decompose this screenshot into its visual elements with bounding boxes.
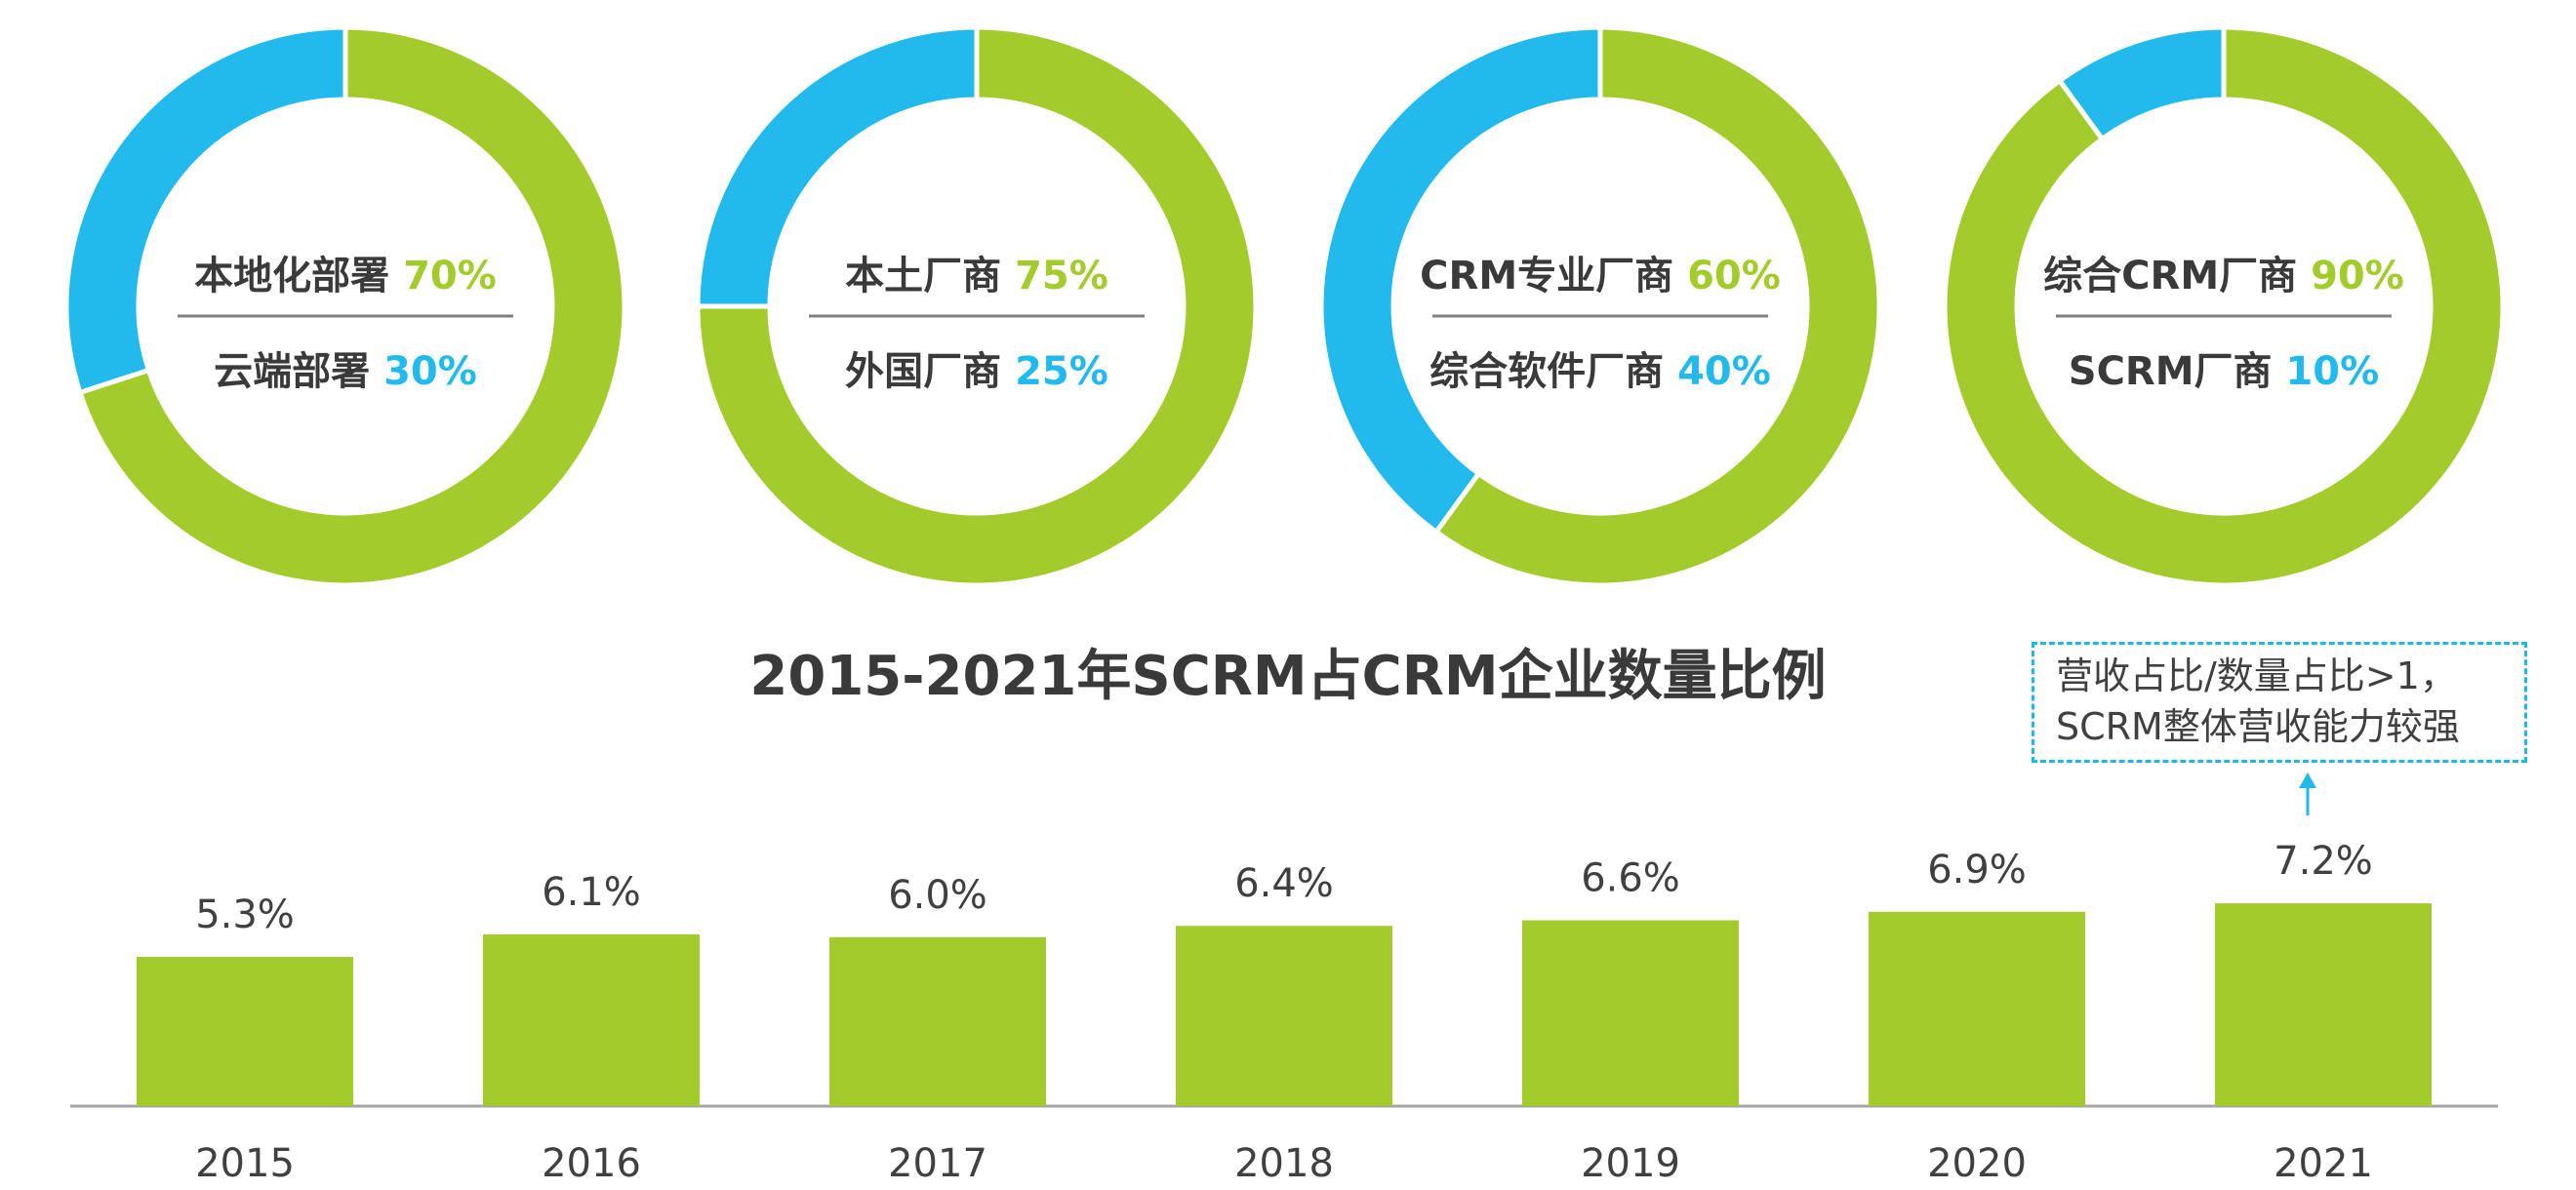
- donut-label-primary: CRM专业厂商 60%: [1420, 254, 1781, 298]
- donut-label-name: 综合软件厂商: [1429, 349, 1677, 394]
- bar-value-label: 6.9%: [1927, 848, 2027, 892]
- donut-label-primary: 本地化部署 70%: [194, 254, 497, 298]
- donut-chart: 综合CRM厂商 90% SCRM厂商 10%: [1942, 24, 2506, 588]
- annotation-line: SCRM整体营收能力较强: [2056, 705, 2460, 748]
- donut-label-value: 10%: [2285, 349, 2379, 394]
- bar-value-label: 6.4%: [1234, 861, 1334, 906]
- annotation-callout: 营收占比/数量占比>1， SCRM整体营收能力较强: [2032, 642, 2527, 763]
- bar-value-label: 6.0%: [888, 873, 987, 918]
- donut-label-value: 70%: [403, 254, 497, 298]
- donut-label-secondary: 云端部署 30%: [214, 349, 477, 394]
- donut-label-name: 外国厂商: [845, 349, 1015, 394]
- donut-label-value: 40%: [1677, 349, 1771, 394]
- donut-slice-blue: [2056, 24, 2227, 142]
- donut-label-name: 本地化部署: [194, 254, 403, 298]
- donut-label-primary: 本土厂商 75%: [845, 254, 1108, 298]
- donut-slice-blue: [695, 24, 980, 309]
- bar: [483, 933, 700, 1106]
- bar: [1522, 920, 1739, 1106]
- donut-label-value: 25%: [1015, 349, 1108, 394]
- donut-label-secondary: 综合软件厂商 40%: [1429, 349, 1771, 394]
- bar-value-label: 6.1%: [542, 870, 641, 915]
- x-tick-label: 2017: [888, 1141, 987, 1186]
- donut-chart: 本地化部署 70% 云端部署 30%: [63, 24, 627, 588]
- donut-slice-green: [76, 24, 627, 588]
- donut-label-value: 90%: [2311, 254, 2404, 298]
- bar-chart: 5.3% 2015 6.1% 2016 6.0% 2017 6.4% 2018 6.6% 2019…: [70, 839, 2498, 1186]
- x-tick-label: 2020: [1927, 1141, 2027, 1186]
- bar: [2215, 903, 2432, 1106]
- x-tick-label: 2021: [2274, 1141, 2373, 1186]
- bar-value-label: 5.3%: [195, 892, 295, 937]
- donut-slice-blue: [63, 24, 348, 396]
- donut-slice-green: [695, 24, 1259, 588]
- bar: [1869, 911, 2085, 1106]
- x-tick-label: 2016: [542, 1141, 641, 1186]
- donut-label-name: 云端部署: [214, 349, 383, 394]
- donut-label-value: 60%: [1687, 254, 1781, 298]
- donut-slice-blue: [1318, 24, 1603, 536]
- annotation-line: 营收占比/数量占比>1，: [2056, 654, 2457, 697]
- donut-label-value: 30%: [383, 349, 477, 394]
- donut-label-value: 75%: [1015, 254, 1108, 298]
- bar: [829, 936, 1046, 1106]
- donut-slice-green: [1432, 24, 1882, 588]
- donut-label-name: SCRM厂商: [2069, 349, 2286, 394]
- bar: [137, 957, 353, 1106]
- donut-chart: 本土厂商 75% 外国厂商 25%: [695, 24, 1259, 588]
- bar-chart-title: 2015-2021年SCRM占CRM企业数量比例: [749, 645, 1826, 708]
- donut-label-secondary: 外国厂商 25%: [845, 349, 1108, 394]
- donut-label-name: 本土厂商: [845, 254, 1015, 298]
- bar: [1176, 926, 1392, 1106]
- donut-slice-green: [1942, 24, 2506, 588]
- donut-label-primary: 综合CRM厂商 90%: [2043, 254, 2404, 298]
- donut-label-secondary: SCRM厂商 10%: [2069, 349, 2379, 394]
- annotation-arrow: [2299, 773, 2316, 815]
- bar-value-label: 6.6%: [1581, 855, 1680, 900]
- x-tick-label: 2015: [195, 1141, 295, 1186]
- arrow-head: [2299, 773, 2316, 788]
- x-tick-label: 2019: [1581, 1141, 1680, 1186]
- bar-value-label: 7.2%: [2274, 839, 2373, 884]
- donut-label-name: CRM专业厂商: [1420, 254, 1687, 298]
- donut-label-name: 综合CRM厂商: [2043, 254, 2311, 298]
- donut-charts: 本地化部署 70% 云端部署 30% 本土厂商 75% 外国厂商 25% CRM专业厂商…: [63, 24, 2506, 588]
- x-tick-label: 2018: [1234, 1141, 1334, 1186]
- donut-chart: CRM专业厂商 60% 综合软件厂商 40%: [1318, 24, 1882, 588]
